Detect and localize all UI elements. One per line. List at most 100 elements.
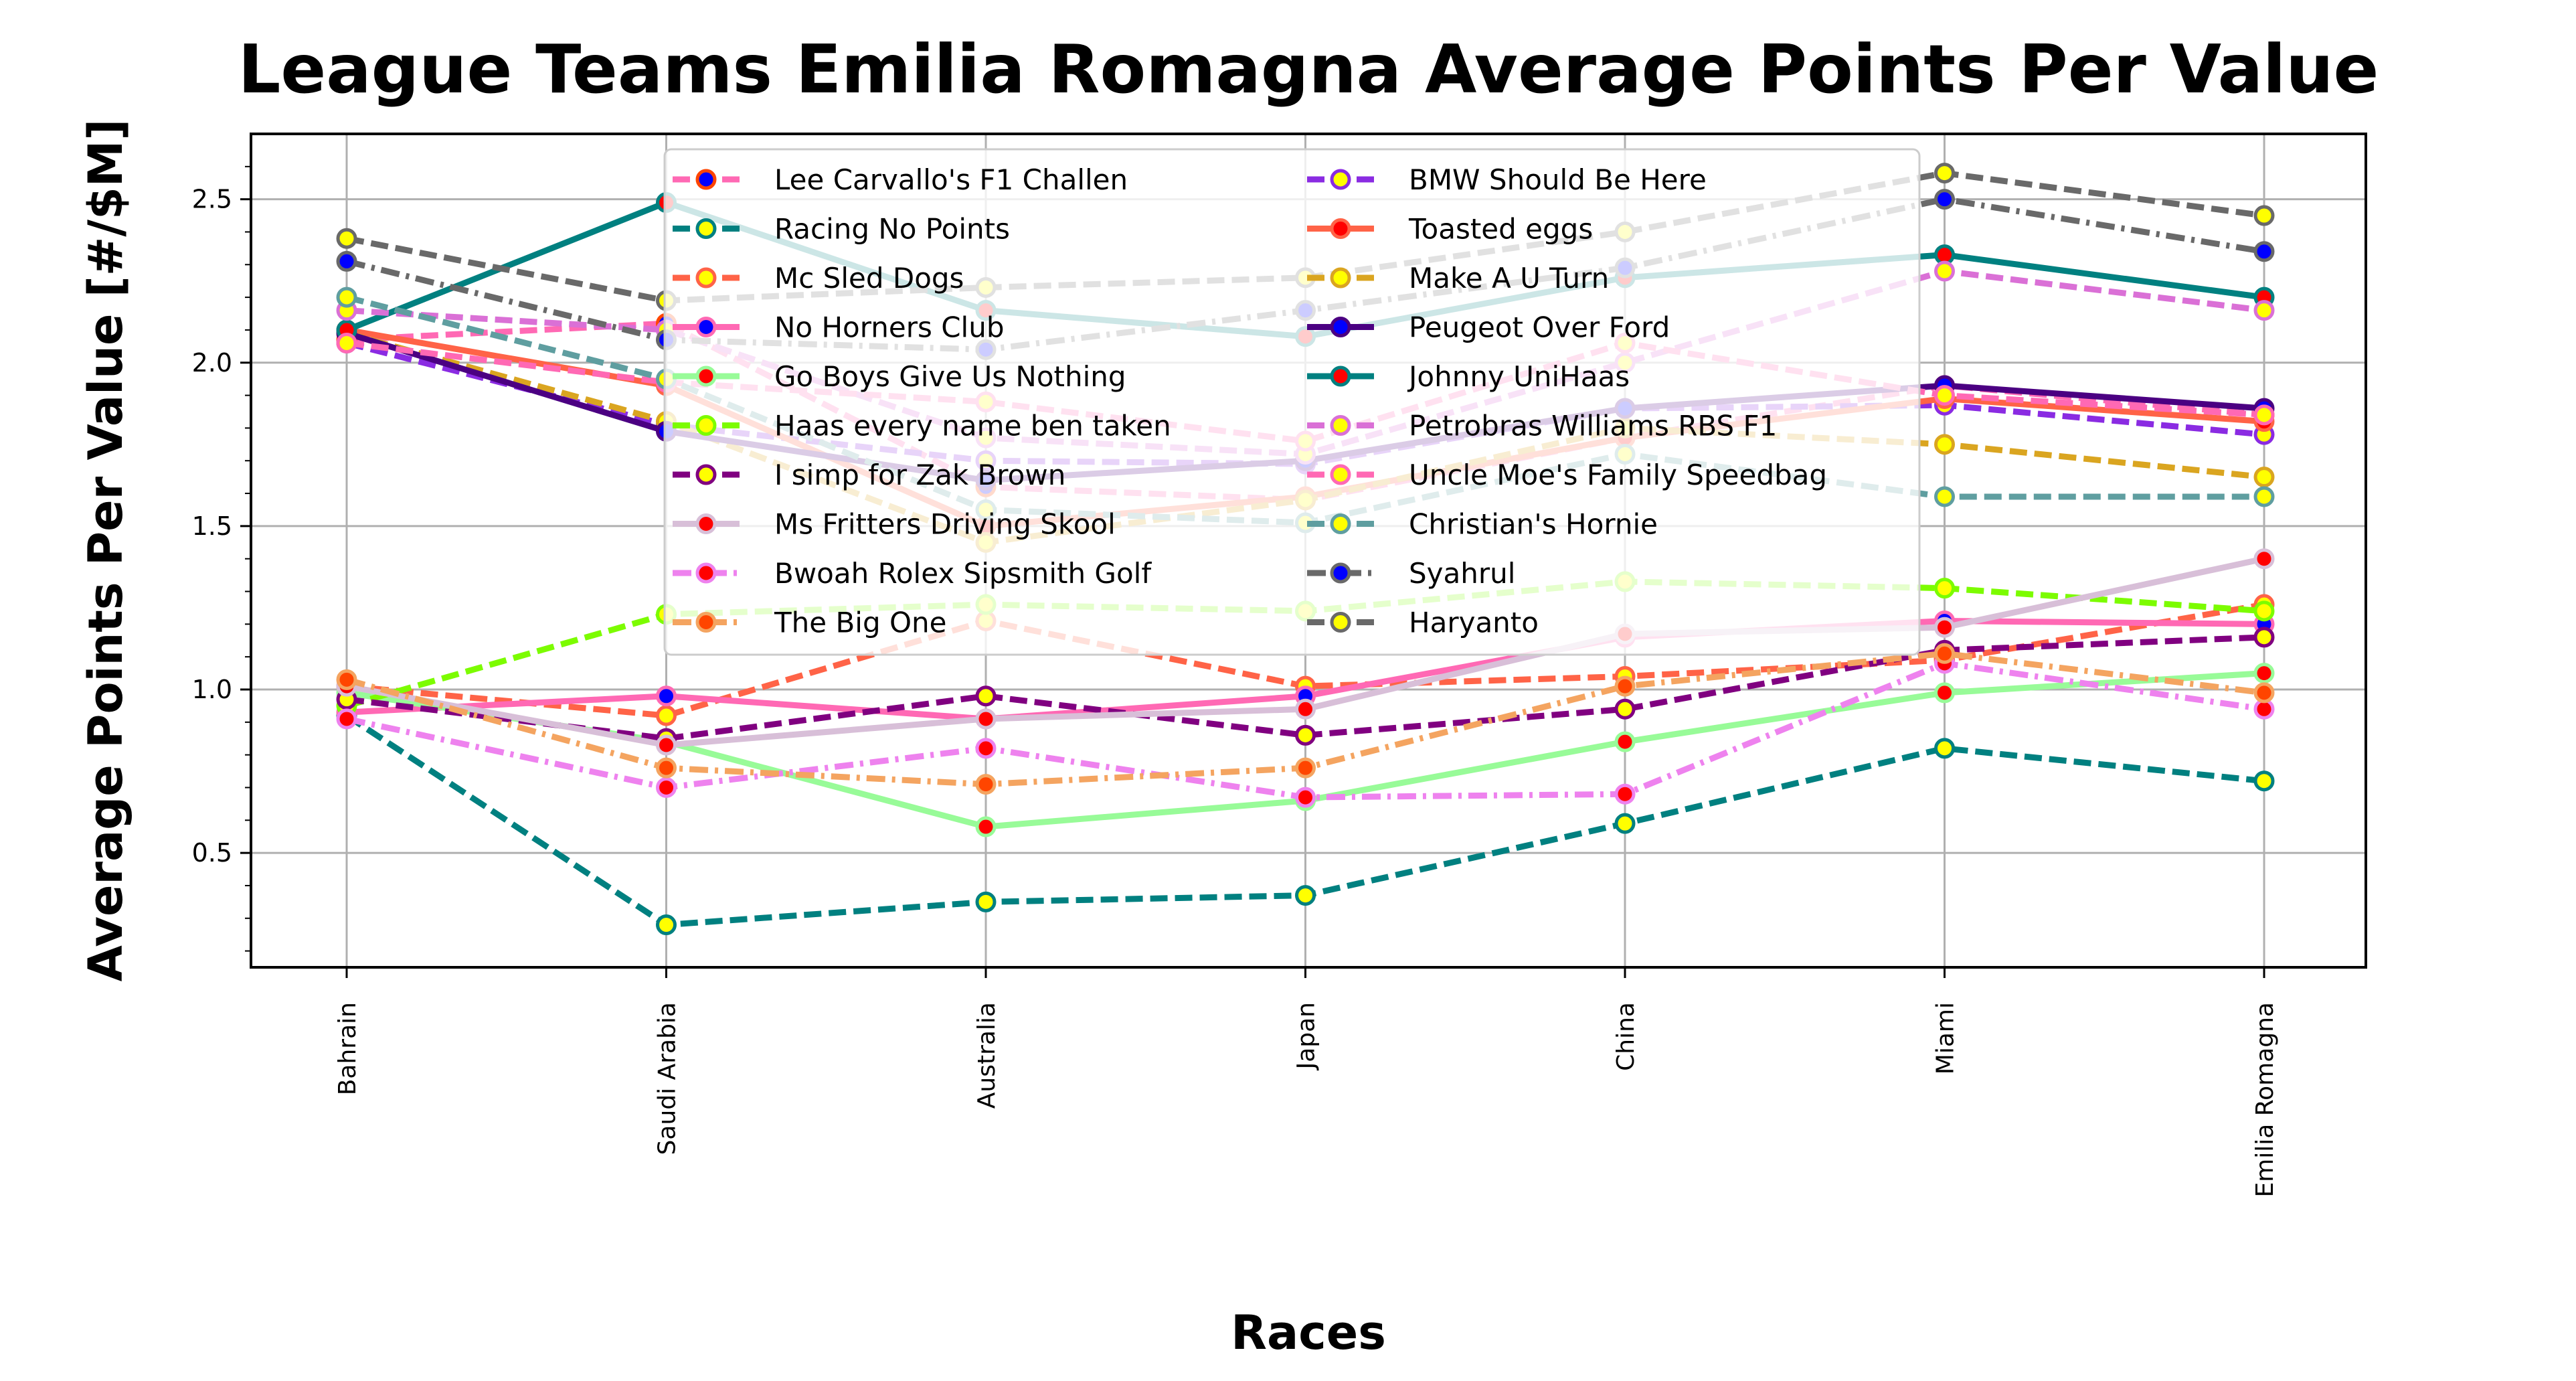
legend-swatch-marker bbox=[1330, 464, 1351, 485]
data-point bbox=[336, 228, 357, 249]
legend-item: BMW Should Be Here bbox=[1307, 163, 1707, 196]
legend-item: Petrobras Williams RBS F1 bbox=[1307, 410, 1777, 442]
legend-swatch-marker bbox=[695, 218, 717, 239]
x-tick-label: Miami bbox=[1932, 1002, 1960, 1074]
legend-label: I simp for Zak Brown bbox=[774, 459, 1065, 491]
data-point bbox=[2253, 663, 2275, 684]
legend-swatch-marker bbox=[695, 169, 717, 190]
data-point bbox=[1295, 885, 1316, 906]
legend-item: Johnny UniHaas bbox=[1307, 360, 1630, 393]
data-point bbox=[975, 816, 997, 837]
legend-item: Go Boys Give Us Nothing bbox=[673, 360, 1126, 393]
legend-item: Bwoah Rolex Sipsmith Golf bbox=[673, 557, 1152, 590]
legend-label: Petrobras Williams RBS F1 bbox=[1409, 410, 1777, 442]
data-point bbox=[1295, 757, 1316, 779]
legend-swatch-marker bbox=[695, 365, 717, 387]
legend-item: Peugeot Over Ford bbox=[1307, 311, 1670, 344]
data-point bbox=[975, 738, 997, 759]
legend-item: Ms Fritters Driving Skool bbox=[673, 508, 1116, 541]
legend-label: Syahrul bbox=[1409, 557, 1515, 590]
legend-label: The Big One bbox=[774, 606, 946, 639]
data-point bbox=[2253, 600, 2275, 622]
data-point bbox=[1934, 617, 1955, 638]
y-axis-ticks: 0.5 1.0 1.5 2.0 2.5 bbox=[192, 165, 251, 952]
legend-label: No Horners Club bbox=[774, 311, 1005, 344]
x-tick-label: Japan bbox=[1293, 1002, 1320, 1070]
legend-swatch-marker bbox=[1330, 612, 1351, 633]
data-point bbox=[975, 774, 997, 795]
legend-item: The Big One bbox=[673, 606, 946, 639]
legend-label: Haas every name ben taken bbox=[774, 410, 1171, 442]
y-tick-label: 2.0 bbox=[192, 348, 232, 378]
data-point bbox=[336, 332, 357, 353]
data-point bbox=[1934, 260, 1955, 282]
data-point bbox=[1934, 434, 1955, 455]
legend-swatch-marker bbox=[695, 464, 717, 485]
data-point bbox=[975, 708, 997, 730]
legend-item: Racing No Points bbox=[673, 213, 1010, 246]
legend-swatch-marker bbox=[695, 562, 717, 584]
data-point bbox=[1934, 578, 1955, 599]
chart-title: League Teams Emilia Romagna Average Poin… bbox=[238, 30, 2379, 108]
data-point bbox=[2253, 682, 2275, 704]
legend-label: Bwoah Rolex Sipsmith Golf bbox=[774, 557, 1152, 590]
legend-item: Lee Carvallo's F1 Challen bbox=[673, 163, 1128, 196]
legend-swatch-marker bbox=[695, 317, 717, 337]
data-point bbox=[1934, 163, 1955, 184]
data-point bbox=[336, 287, 357, 308]
legend-swatch-marker bbox=[695, 513, 717, 534]
data-point bbox=[1934, 486, 1955, 507]
data-point bbox=[2253, 467, 2275, 488]
x-tick-label: Bahrain bbox=[334, 1002, 361, 1095]
legend-swatch-marker bbox=[695, 612, 717, 633]
legend-swatch-marker bbox=[1330, 365, 1351, 387]
data-point bbox=[2253, 241, 2275, 262]
data-point bbox=[1934, 189, 1955, 210]
legend: Lee Carvallo's F1 Challen Racing No Point… bbox=[663, 148, 1921, 656]
y-axis-label: Average Points Per Value [#/$M] bbox=[78, 119, 133, 982]
x-tick-label: Emilia Romagna bbox=[2251, 1002, 2279, 1198]
legend-label: Peugeot Over Ford bbox=[1409, 311, 1670, 344]
legend-swatch-marker bbox=[1330, 267, 1351, 289]
data-point bbox=[1614, 675, 1636, 697]
data-point bbox=[2253, 486, 2275, 507]
data-point bbox=[656, 734, 677, 756]
x-tick-label: Saudi Arabia bbox=[654, 1002, 681, 1155]
legend-item: Mc Sled Dogs bbox=[673, 262, 964, 295]
data-point bbox=[1614, 783, 1636, 805]
legend-item: Make A U Turn bbox=[1307, 262, 1609, 295]
legend-label: Johnny UniHaas bbox=[1407, 360, 1630, 393]
legend-item: Haas every name ben taken bbox=[673, 410, 1171, 442]
legend-swatch-marker bbox=[695, 415, 717, 436]
data-point bbox=[1934, 738, 1955, 759]
legend-label: Racing No Points bbox=[774, 213, 1010, 246]
data-point bbox=[1295, 724, 1316, 746]
legend-swatch-marker bbox=[1330, 513, 1351, 534]
x-tick-label: Australia bbox=[973, 1002, 1001, 1109]
legend-label: BMW Should Be Here bbox=[1409, 163, 1707, 196]
legend-label: Toasted eggs bbox=[1408, 213, 1593, 246]
data-point bbox=[2253, 627, 2275, 648]
legend-label: Haryanto bbox=[1409, 606, 1539, 639]
y-tick-label: 1.5 bbox=[192, 511, 232, 541]
data-point bbox=[1934, 682, 1955, 704]
data-point bbox=[656, 757, 677, 779]
data-point bbox=[2253, 300, 2275, 321]
plot-frame bbox=[250, 133, 2367, 969]
legend-label: Ms Fritters Driving Skool bbox=[774, 508, 1116, 541]
y-tick-label: 2.5 bbox=[192, 185, 232, 214]
data-point bbox=[2253, 548, 2275, 570]
y-tick-label: 0.5 bbox=[192, 838, 232, 868]
data-point bbox=[975, 685, 997, 707]
legend-swatch-marker bbox=[695, 267, 717, 289]
data-point bbox=[1614, 698, 1636, 720]
legend-item: Uncle Moe's Family Speedbag bbox=[1307, 459, 1827, 491]
data-point bbox=[336, 669, 357, 690]
legend-swatch-marker bbox=[1330, 218, 1351, 239]
legend-label: Make A U Turn bbox=[1409, 262, 1609, 295]
data-point bbox=[656, 685, 677, 707]
legend-label: Go Boys Give Us Nothing bbox=[774, 360, 1126, 393]
legend-swatch-marker bbox=[1330, 169, 1351, 190]
legend-item: I simp for Zak Brown bbox=[673, 459, 1065, 491]
